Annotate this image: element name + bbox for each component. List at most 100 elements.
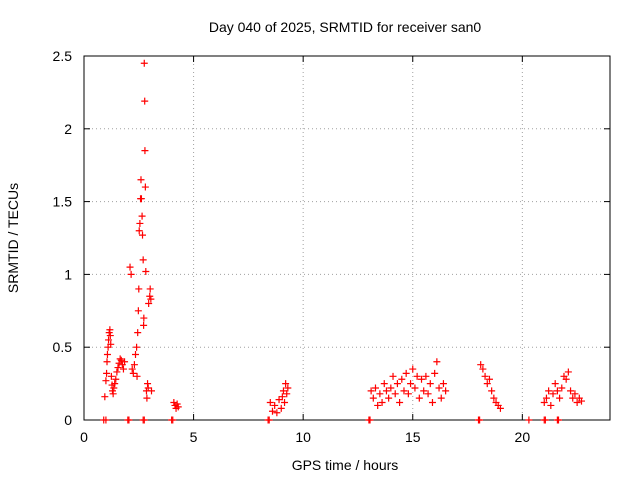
data-point	[273, 409, 281, 417]
data-point	[374, 401, 382, 409]
data-point	[402, 369, 410, 377]
data-point	[385, 394, 393, 402]
axis-ticks	[83, 55, 610, 421]
data-point	[407, 380, 415, 388]
data-point	[113, 368, 121, 376]
data-point	[271, 401, 279, 409]
data-point	[125, 416, 133, 424]
data-point	[553, 387, 561, 395]
data-point	[283, 390, 291, 398]
data-point	[133, 372, 141, 380]
data-point	[145, 300, 153, 308]
data-point	[481, 372, 489, 380]
data-point	[549, 390, 557, 398]
data-point	[265, 416, 273, 424]
data-point	[391, 390, 399, 398]
data-point	[573, 399, 581, 407]
x-tick-label: 10	[295, 429, 311, 445]
data-point	[400, 387, 408, 395]
data-point	[490, 394, 498, 402]
data-point	[476, 416, 484, 424]
data-point	[103, 358, 111, 366]
data-point	[389, 372, 397, 380]
data-point	[109, 390, 117, 398]
data-point	[137, 195, 145, 203]
data-point	[477, 361, 485, 369]
data-point	[442, 387, 450, 395]
data-point	[130, 361, 138, 369]
data-point	[140, 314, 148, 322]
data-point	[144, 380, 152, 388]
data-point	[396, 399, 404, 407]
y-tick-label: 2	[64, 121, 72, 137]
data-point	[146, 285, 154, 293]
data-point	[525, 416, 533, 424]
data-point	[366, 416, 374, 424]
data-point	[435, 384, 443, 392]
data-point	[111, 380, 119, 388]
data-point	[102, 416, 110, 424]
data-point	[398, 375, 406, 383]
data-point	[127, 270, 135, 278]
data-point	[101, 393, 109, 401]
data-point	[496, 404, 504, 412]
data-point	[135, 227, 143, 235]
data-point	[578, 397, 586, 405]
tick-labels: 0 5 10 15 20 0 0.5 1 1.5 2 2.5	[53, 48, 531, 445]
data-point	[133, 343, 141, 351]
data-point	[420, 387, 428, 395]
data-point	[547, 401, 555, 409]
data-point	[554, 416, 562, 424]
data-point	[380, 380, 388, 388]
data-point	[140, 59, 148, 67]
data-point	[136, 219, 144, 227]
y-tick-label: 0	[64, 412, 72, 428]
data-point	[119, 365, 127, 373]
data-point	[409, 365, 417, 373]
data-markers	[100, 59, 586, 424]
data-point	[142, 267, 150, 275]
data-point	[140, 321, 148, 329]
data-point	[569, 394, 577, 402]
y-tick-label: 1	[64, 266, 72, 282]
data-point	[106, 332, 114, 340]
data-point	[567, 387, 575, 395]
data-point	[282, 380, 290, 388]
data-point	[437, 394, 445, 402]
data-point	[117, 356, 125, 364]
data-point	[424, 390, 432, 398]
data-point	[141, 97, 149, 105]
data-point	[483, 380, 491, 388]
data-point	[415, 394, 423, 402]
data-point	[135, 285, 143, 293]
data-point	[121, 358, 129, 366]
data-point	[428, 399, 436, 407]
data-point	[418, 375, 426, 383]
data-point	[426, 380, 434, 388]
data-point	[141, 183, 149, 191]
x-axis-label: GPS time / hours	[292, 457, 399, 473]
y-tick-label: 2.5	[53, 48, 73, 64]
data-point	[139, 256, 147, 264]
data-point	[369, 394, 377, 402]
data-point	[114, 364, 122, 372]
data-point	[134, 307, 142, 315]
data-point	[110, 384, 118, 392]
data-point	[387, 384, 395, 392]
data-point	[485, 375, 493, 383]
data-point	[132, 350, 140, 358]
data-point	[107, 372, 115, 380]
data-point	[413, 372, 421, 380]
data-point	[367, 387, 375, 395]
data-point	[174, 403, 182, 411]
data-point	[103, 369, 111, 377]
data-point	[137, 176, 145, 184]
data-point	[411, 384, 419, 392]
data-point	[281, 399, 289, 407]
data-point	[140, 416, 148, 424]
data-point	[128, 365, 136, 373]
data-point	[371, 384, 379, 392]
y-axis-label: SRMTID / TECUs	[5, 183, 21, 293]
y-tick-label: 1.5	[53, 194, 73, 210]
data-point	[541, 416, 549, 424]
